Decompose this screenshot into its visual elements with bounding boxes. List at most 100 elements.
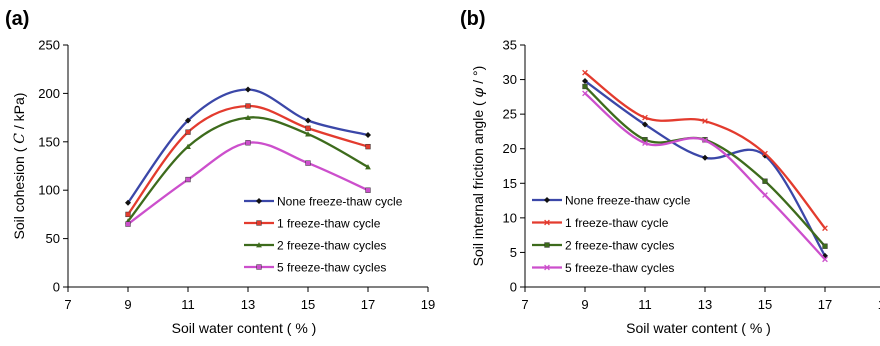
x-tick-label: 17: [818, 297, 832, 312]
x-tick-label: 11: [181, 297, 195, 312]
y-tick-label: 15: [503, 176, 517, 191]
series-3: [125, 114, 371, 224]
data-point: [125, 211, 131, 218]
data-point: [245, 86, 251, 93]
y-tick-label: 10: [503, 210, 517, 225]
x-tick-label: 7: [64, 297, 71, 312]
panel-label: (b): [460, 8, 486, 30]
x-tick-label: 7: [521, 297, 528, 312]
data-point: [365, 132, 371, 139]
y-tick-label: 150: [38, 134, 60, 149]
data-point: [305, 117, 311, 124]
data-point: [365, 187, 371, 193]
y-tick-label: 200: [38, 86, 60, 101]
legend-label: 1 freeze-thaw cycle: [565, 216, 669, 230]
x-tick-label: 9: [581, 297, 588, 312]
data-point: [582, 83, 588, 90]
x-tick-label: 11: [638, 297, 652, 312]
y-axis-label-symbol: φ: [471, 87, 487, 97]
data-point: [125, 221, 131, 227]
data-point: [125, 199, 131, 206]
x-tick-label: 17: [361, 297, 375, 312]
y-tick-label: 25: [503, 107, 517, 122]
series-2: [125, 103, 371, 218]
data-point: [185, 129, 191, 135]
data-point: [642, 114, 648, 121]
y-axis-label-suffix: / °): [470, 66, 486, 88]
legend-label: 2 freeze-thaw cycles: [277, 239, 386, 253]
series-line: [127, 141, 369, 226]
x-tick-label: 19: [878, 297, 880, 312]
y-tick-label: 100: [38, 183, 60, 198]
legend-label: 2 freeze-thaw cycles: [565, 239, 674, 253]
legend-label: 1 freeze-thaw cycle: [277, 217, 381, 231]
legend-marker: [544, 264, 550, 271]
data-point: [762, 192, 768, 198]
y-tick-label: 0: [53, 280, 60, 295]
data-point: [185, 176, 191, 183]
series-line: [127, 88, 369, 204]
x-tick-label: 15: [301, 297, 315, 312]
y-tick-label: 50: [46, 231, 60, 246]
data-point: [305, 160, 311, 166]
y-axis-label-symbol: C: [12, 133, 28, 144]
data-point: [582, 77, 588, 84]
y-axis-label-prefix: Soil internal friction angle (: [470, 97, 486, 266]
series-4: [125, 140, 371, 227]
x-tick-label: 9: [124, 297, 131, 312]
legend-label: None freeze-thaw cycle: [565, 194, 691, 208]
y-axis-label-prefix: Soil cohesion (: [11, 144, 27, 240]
x-tick-label: 19: [421, 297, 435, 312]
series-1: [125, 86, 371, 206]
y-tick-label: 0: [510, 280, 517, 295]
legend: None freeze-thaw cycle 1 freeze-thaw cycl…: [532, 194, 691, 275]
data-point: [365, 164, 371, 170]
data-point: [702, 137, 708, 144]
chart-panel-a: (a) 0 50 100 150 200 250 7 9 11 13 15 17 19 Soil water…: [5, 8, 435, 336]
data-point: [642, 140, 648, 147]
y-axis-label: Soil internal friction angle ( φ / °): [470, 66, 487, 267]
data-point: [702, 154, 708, 161]
y-tick-label: 250: [38, 38, 60, 53]
series-2: [582, 69, 828, 232]
data-point: [245, 114, 251, 120]
series-line: [127, 104, 369, 216]
data-point: [762, 178, 768, 184]
y-axis-label: Soil cohesion ( C / kPa): [11, 93, 28, 240]
panel-label: (a): [5, 8, 29, 30]
x-tick-label: 13: [698, 297, 712, 312]
data-point: [642, 121, 648, 128]
y-tick-label: 35: [503, 38, 517, 53]
legend-label: None freeze-thaw cycle: [277, 195, 403, 209]
legend-marker: [256, 242, 262, 248]
y-tick-label: 30: [503, 72, 517, 87]
legend-marker: [256, 264, 262, 270]
x-tick-label: 13: [241, 297, 255, 312]
data-point: [185, 143, 191, 150]
x-tick-label: 15: [758, 297, 772, 312]
y-tick-label: 5: [510, 245, 517, 260]
legend-marker: [544, 219, 550, 226]
data-point: [185, 117, 191, 124]
y-axis-label-suffix: / kPa): [11, 93, 27, 133]
legend-marker: [256, 198, 262, 204]
data-point: [245, 140, 251, 146]
legend-marker: [544, 242, 550, 248]
x-axis-label: Soil water content ( % ): [626, 320, 771, 336]
data-point: [762, 150, 768, 157]
legend-label: 5 freeze-thaw cycles: [277, 261, 386, 275]
chart-panel-b: (b) 0 5 10 15 20 25 30 35 7 9 11 13 15 17 19 Soil water …: [460, 8, 880, 336]
legend-marker: [544, 197, 550, 203]
data-point: [702, 118, 708, 124]
legend-label: 5 freeze-thaw cycles: [565, 261, 674, 275]
y-tick-label: 20: [503, 141, 517, 156]
series-4: [582, 90, 828, 263]
legend: None freeze-thaw cycle 1 freeze-thaw cycl…: [244, 195, 403, 275]
data-point: [582, 90, 588, 97]
data-point: [822, 243, 828, 249]
series-line: [584, 92, 826, 261]
data-point: [582, 69, 588, 76]
data-point: [822, 225, 828, 232]
legend-marker: [256, 220, 262, 226]
